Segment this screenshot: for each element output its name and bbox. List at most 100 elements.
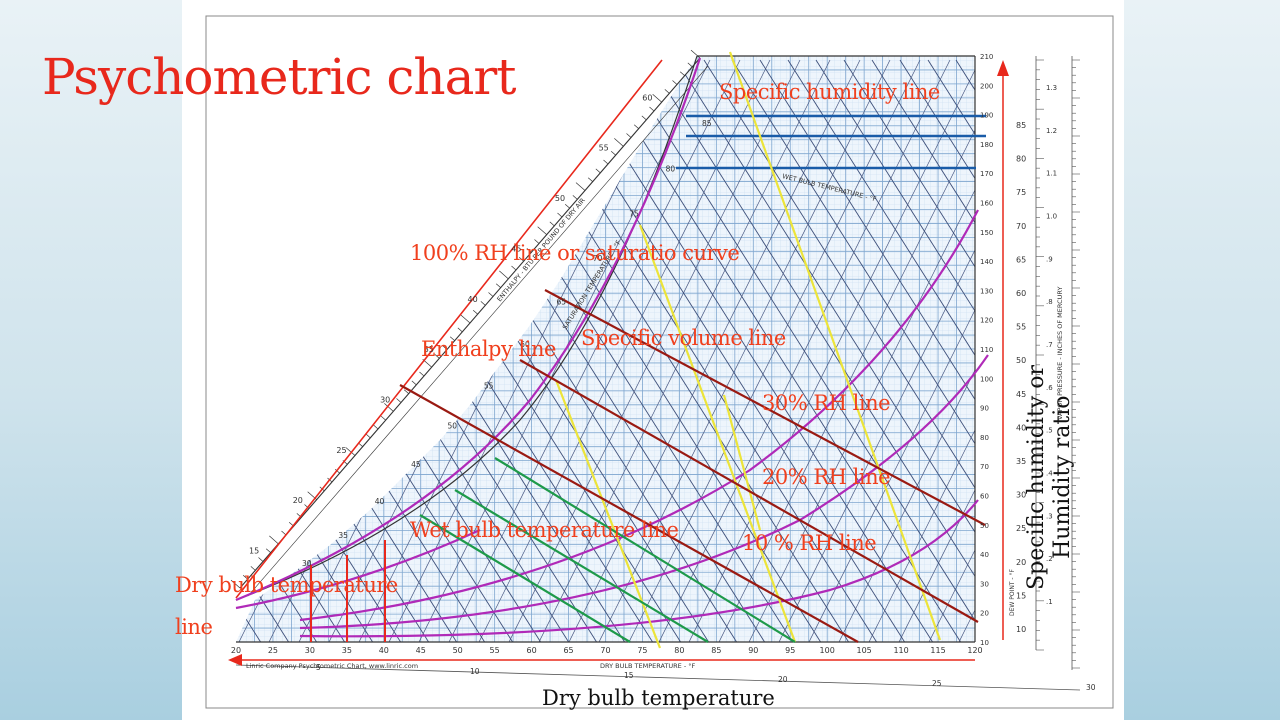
vapor-pressure-tick-label: 1.3 xyxy=(1046,84,1057,92)
right-tick-label: 50 xyxy=(980,522,989,530)
dew-point-tick-label: 60 xyxy=(1016,289,1026,298)
vapor-pressure-tick-label: .2 xyxy=(1046,555,1053,563)
dry-bulb-arrow xyxy=(228,654,975,666)
enthalpy-markers xyxy=(399,289,986,643)
vapor-pressure-tick-label: 1.0 xyxy=(1046,213,1057,221)
right-tick-label: 70 xyxy=(980,463,989,471)
dry-bulb-tick-label: 65 xyxy=(563,646,573,655)
dew-point-scale-caption: DEW POINT - °F xyxy=(1009,569,1016,616)
annotation-rh30: 30% RH line xyxy=(762,391,891,415)
dry-bulb-tick-label: 95 xyxy=(785,646,795,655)
dry-bulb-tick-label: 120 xyxy=(967,646,982,655)
dew-point-tick-label: 35 xyxy=(1016,457,1026,466)
annotation-specific-volume: Specific volume line xyxy=(581,326,786,350)
enthalpy-tick-label: 40 xyxy=(468,295,478,304)
rh-curves xyxy=(235,57,989,638)
dew-point-tick-label: 50 xyxy=(1016,356,1026,365)
humidity-ratio-arrow xyxy=(997,60,1009,640)
right-tick-label: 150 xyxy=(980,229,993,237)
y-axis-label-line2: Humidity ratio xyxy=(1050,395,1075,560)
dry-bulb-tick-label: 80 xyxy=(674,646,684,655)
dew-point-tick-label: 70 xyxy=(1016,222,1026,231)
dew-point-tick-label: 80 xyxy=(1016,155,1026,164)
vapor-pressure-tick-label: .5 xyxy=(1046,427,1053,435)
right-tick-label: 170 xyxy=(980,170,993,178)
saturation-tick-label: 35 xyxy=(338,531,348,540)
dew-point-tick-label: 20 xyxy=(1016,558,1026,567)
dry-bulb-tick-label: 30 xyxy=(305,646,315,655)
bottom-scale-tick-label: 10 xyxy=(470,667,480,676)
dry-bulb-scale-caption: DRY BULB TEMPERATURE - °F xyxy=(600,662,695,670)
bottom-scale-tick-label: 15 xyxy=(624,671,634,680)
annotation-rh10: 10 % RH line xyxy=(742,531,877,555)
right-tick-label: 140 xyxy=(980,258,993,266)
vapor-pressure-tick-label: .4 xyxy=(1046,470,1053,478)
right-scales xyxy=(1035,56,1080,670)
right-tick-label: 110 xyxy=(980,346,993,354)
bottom-scale-tick-label: 5 xyxy=(316,663,321,672)
vapor-pressure-tick-label: 1.2 xyxy=(1046,127,1057,135)
dry-bulb-markers xyxy=(310,540,386,642)
enthalpy-tick-label: 30 xyxy=(380,395,390,404)
dew-point-tick-label: 25 xyxy=(1016,524,1026,533)
annotation-wet-bulb: Wet bulb temperature line xyxy=(410,518,679,542)
enthalpy-tick-label: 60 xyxy=(642,93,652,102)
enthalpy-tick-label: 20 xyxy=(293,496,303,505)
enthalpy-tick-label: 25 xyxy=(336,446,346,455)
dew-point-tick-label: 75 xyxy=(1016,188,1026,197)
dry-bulb-tick-label: 100 xyxy=(820,646,835,655)
rh-low-curve xyxy=(235,528,481,610)
right-tick-label: 40 xyxy=(980,551,989,559)
right-tick-label: 120 xyxy=(980,317,993,325)
dry-bulb-tick-label: 90 xyxy=(748,646,758,655)
bottom-scale-tick-label: 20 xyxy=(778,675,788,684)
y-axis-label: Specific humidity or Humidity ratio xyxy=(1024,365,1076,590)
right-tick-label: 80 xyxy=(980,434,989,442)
enthalpy-tick-label: 15 xyxy=(249,547,259,556)
saturation-tick-label: 85 xyxy=(702,119,712,128)
dry-bulb-tick-label: 110 xyxy=(893,646,908,655)
chart-frame xyxy=(205,15,1114,709)
bottom-scale-tick-label: 25 xyxy=(932,679,942,688)
dry-bulb-tick-label: 115 xyxy=(930,646,945,655)
vapor-pressure-tick-label: .1 xyxy=(1046,598,1053,606)
right-tick-label: 10 xyxy=(980,639,989,647)
right-tick-label: 180 xyxy=(980,141,993,149)
dew-point-tick-label: 40 xyxy=(1016,423,1026,432)
enthalpy-tick-label: 45 xyxy=(511,244,521,253)
dry-bulb-tick-label: 45 xyxy=(416,646,426,655)
right-tick-label: 210 xyxy=(980,53,993,61)
dew-point-tick-label: 55 xyxy=(1016,323,1026,332)
saturation-tick-label: 40 xyxy=(375,497,385,506)
annotation-dry-bulb-2: line xyxy=(175,615,213,639)
vapor-pressure-tick-label: .3 xyxy=(1046,512,1053,520)
dew-point-tick-label: 85 xyxy=(1016,121,1026,130)
annotation-dry-bulb: Dry bulb temperature xyxy=(175,573,398,597)
vapor-pressure-tick-label: .9 xyxy=(1046,255,1053,263)
enthalpy-arrow-line xyxy=(235,59,663,599)
vapor-pressure-tick-label: .7 xyxy=(1046,341,1053,349)
chart-grid-area xyxy=(236,56,975,642)
annotation-enthalpy: Enthalpy line xyxy=(421,337,556,361)
saturation-tick-label: 70 xyxy=(593,254,603,263)
enthalpy-tick-label: 50 xyxy=(555,194,565,203)
saturation-tick-label: 30 xyxy=(302,559,312,568)
dry-bulb-tick-label: 75 xyxy=(637,646,647,655)
dry-bulb-tick-label: 55 xyxy=(490,646,500,655)
right-tick-label: 130 xyxy=(980,287,993,295)
dry-bulb-tick-label: 60 xyxy=(527,646,537,655)
specific-humidity-markers xyxy=(676,114,986,170)
dry-bulb-tick-label: 70 xyxy=(600,646,610,655)
annotation-specific-humidity: Specific humidity line xyxy=(719,80,940,104)
rh-100-curve xyxy=(235,57,702,602)
dry-bulb-tick-label: 25 xyxy=(268,646,278,655)
dry-bulb-tick-label: 20 xyxy=(231,646,241,655)
saturation-tick-label: 45 xyxy=(411,460,421,469)
saturation-tick-label: 65 xyxy=(557,297,567,306)
vapor-pressure-tick-label: .8 xyxy=(1046,298,1053,306)
right-tick-label: 90 xyxy=(980,405,989,413)
rh-10-curve xyxy=(299,499,979,638)
x-axis-label: Dry bulb temperature xyxy=(542,686,775,710)
saturation-tick-label: 75 xyxy=(629,210,639,219)
